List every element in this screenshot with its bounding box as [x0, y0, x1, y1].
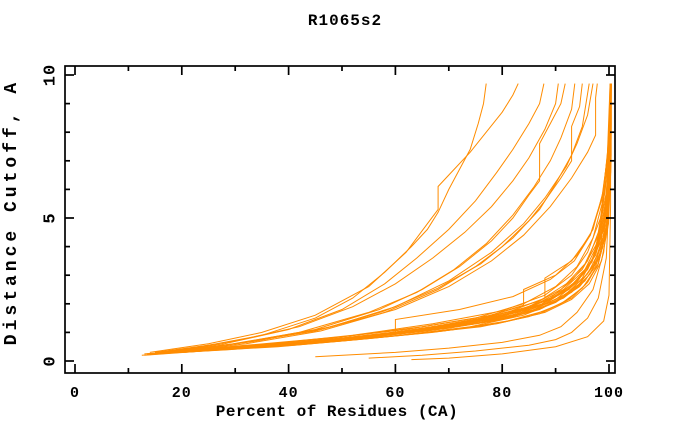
- plot-title: R1065s2: [308, 12, 382, 30]
- gdt-curve: [149, 83, 519, 353]
- gdt-curve: [411, 83, 612, 361]
- gdt-curve: [181, 83, 594, 352]
- x-tick-label: 0: [70, 385, 80, 402]
- prediction-curves: [141, 83, 612, 361]
- gdt-curve: [155, 83, 487, 353]
- axis-ticks: [65, 66, 615, 373]
- y-axis-label: Distance Cutoff, A: [2, 79, 22, 345]
- gdt-curve: [315, 83, 612, 358]
- y-tick-label: 0: [41, 355, 60, 366]
- x-tick-label: 20: [172, 385, 192, 402]
- gdt-curve: [155, 83, 612, 353]
- gdt-curve: [368, 83, 612, 359]
- x-tick-label: 60: [385, 385, 405, 402]
- plot-frame: [64, 65, 616, 374]
- axis-tick-labels: 0 20 40 60 80 100 0 5 10: [41, 64, 624, 402]
- x-tick-label: 100: [594, 385, 624, 402]
- gdt-curve: [171, 83, 559, 352]
- gdt-curve: [149, 83, 612, 355]
- x-tick-label: 40: [279, 385, 299, 402]
- gdt-curve: [147, 83, 612, 355]
- y-tick-label: 5: [41, 212, 60, 223]
- gdt-curve: [165, 83, 566, 353]
- gdt-curve: [171, 83, 598, 353]
- x-tick-label: 80: [492, 385, 512, 402]
- x-axis-label: Percent of Residues (CA): [216, 403, 458, 421]
- y-tick-label: 10: [41, 64, 60, 86]
